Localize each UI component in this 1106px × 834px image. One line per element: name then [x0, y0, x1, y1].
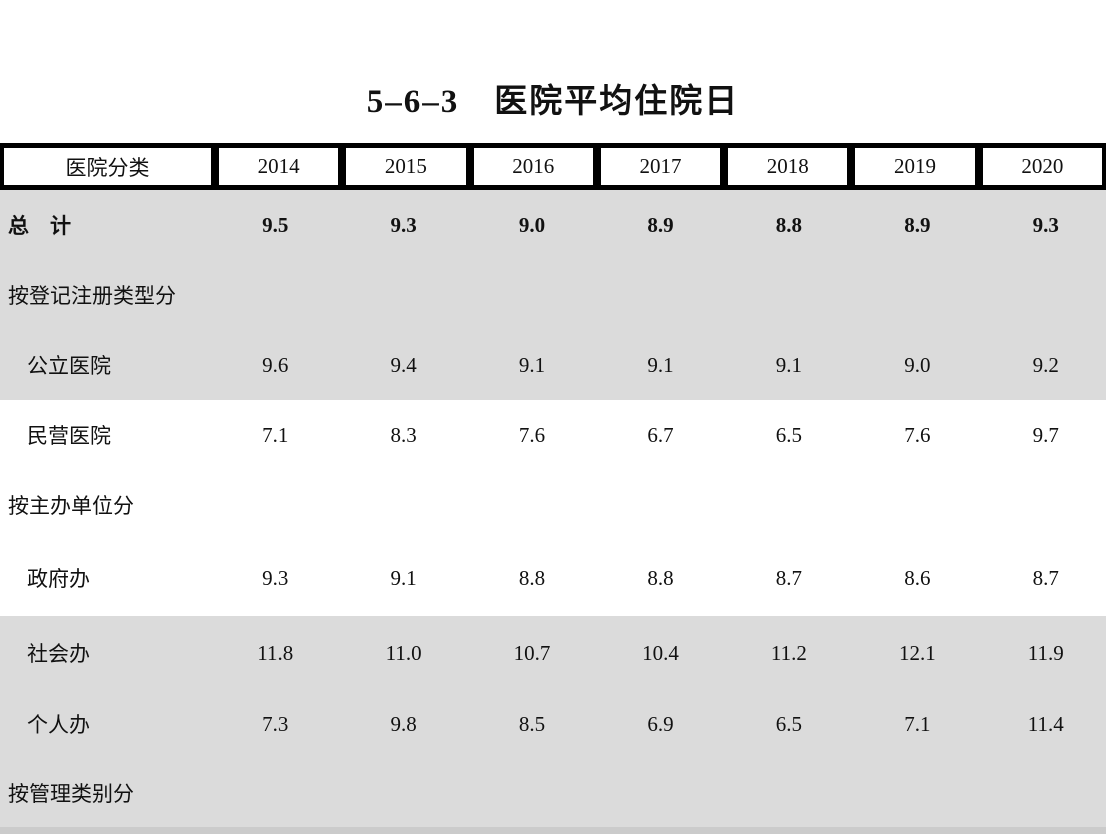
table-title: 5–6–3 医院平均住院日 — [366, 84, 740, 120]
row-label: 按主办单位分 — [8, 494, 134, 518]
table-header-row: 医院分类 2014 2015 2016 2017 2018 2019 2020 — [0, 143, 1106, 190]
value-2018: 6.5 — [775, 422, 803, 447]
value-2020: 11.4 — [1027, 711, 1064, 736]
header-year-2015: 2015 — [338, 148, 465, 185]
table-row-2: 按登记注册类型分 — [0, 260, 1106, 330]
table-row-4: 民营医院 7.1 8.3 7.6 6.7 6.5 7.6 9.7 — [0, 400, 1106, 470]
header-year-2017: 2017 — [592, 148, 720, 185]
value-2017: 10.4 — [642, 640, 679, 665]
value-2017: 9.1 — [647, 352, 674, 377]
table-row-7: 社会办 11.8 11.0 10.7 10.4 11.2 12.1 11.9 — [0, 616, 1106, 690]
value-2019: 7.1 — [904, 711, 931, 736]
value-2020: 11.9 — [1027, 640, 1064, 665]
value-2016: 7.6 — [518, 422, 546, 447]
value-2015: 8.3 — [390, 422, 417, 447]
header-year-2014: 2014 — [211, 148, 338, 185]
row-label: 个人办 — [27, 713, 90, 737]
next-row-edge-strip — [0, 827, 1106, 834]
value-2014: 9.3 — [262, 565, 289, 590]
value-2020: 8.7 — [1032, 565, 1059, 590]
row-label: 社会办 — [27, 642, 90, 666]
value-2018: 8.8 — [775, 212, 803, 237]
value-2017: 8.9 — [647, 212, 674, 237]
value-2016: 9.0 — [518, 212, 546, 237]
value-2019: 7.6 — [904, 422, 931, 447]
value-2020: 9.2 — [1032, 352, 1059, 377]
value-2018: 9.1 — [775, 352, 803, 377]
row-label: 政府办 — [27, 567, 90, 591]
value-2014: 7.1 — [262, 422, 289, 447]
value-2015: 11.0 — [385, 640, 422, 665]
value-2019: 12.1 — [898, 640, 936, 665]
value-2014: 11.8 — [257, 640, 294, 665]
value-2020: 9.3 — [1032, 212, 1059, 237]
table-row-8: 个人办 7.3 9.8 8.5 6.9 6.5 7.1 11.4 — [0, 690, 1106, 758]
row-label: 总 计 — [8, 214, 71, 238]
value-2018: 6.5 — [775, 711, 803, 736]
value-2017: 6.9 — [647, 711, 674, 736]
header-category-cell: 医院分类 — [65, 155, 150, 180]
table-row-5: 按主办单位分 — [0, 470, 1106, 540]
value-2019: 8.6 — [904, 565, 931, 590]
value-2015: 9.8 — [390, 711, 417, 736]
table-row-3: 公立医院 9.6 9.4 9.1 9.1 9.1 9.0 9.2 — [0, 330, 1106, 400]
value-2018: 11.2 — [770, 640, 807, 665]
table-row-1: 总 计 9.5 9.3 9.0 8.9 8.8 8.9 9.3 — [0, 190, 1106, 260]
row-label: 按登记注册类型分 — [8, 284, 176, 308]
value-2015: 9.3 — [390, 212, 417, 237]
value-2016: 9.1 — [518, 352, 546, 377]
value-2014: 7.3 — [262, 711, 289, 736]
row-label: 公立医院 — [27, 354, 111, 378]
value-2015: 9.1 — [390, 565, 417, 590]
value-2015: 9.4 — [390, 352, 417, 377]
table-row-6: 政府办 9.3 9.1 8.8 8.8 8.7 8.6 8.7 — [0, 540, 1106, 616]
value-2017: 6.7 — [647, 422, 674, 447]
value-2016: 8.8 — [518, 565, 546, 590]
value-2020: 9.7 — [1032, 422, 1059, 447]
table-body: 总 计 9.5 9.3 9.0 8.9 8.8 8.9 9.3 按登记注册类型分公立医院 9.6 9… — [0, 190, 1106, 827]
table-row-9: 按管理类别分 — [0, 758, 1106, 827]
value-2016: 8.5 — [518, 711, 546, 736]
row-label: 按管理类别分 — [8, 781, 134, 806]
header-year-2016: 2016 — [465, 148, 593, 185]
value-2017: 8.8 — [647, 565, 674, 590]
value-2019: 9.0 — [904, 352, 931, 377]
header-year-2019: 2019 — [847, 148, 974, 185]
avg-hospital-stay-table: 医院分类 2014 2015 2016 2017 2018 2019 2020 总 计 9.5… — [0, 143, 1106, 834]
value-2019: 8.9 — [904, 212, 931, 237]
value-2014: 9.5 — [262, 212, 289, 237]
value-2016: 10.7 — [513, 640, 551, 665]
value-2014: 9.6 — [262, 352, 289, 377]
header-year-2018: 2018 — [720, 148, 847, 185]
header-year-2020: 2020 — [974, 148, 1102, 185]
row-label: 民营医院 — [27, 424, 111, 448]
value-2018: 8.7 — [775, 565, 803, 590]
